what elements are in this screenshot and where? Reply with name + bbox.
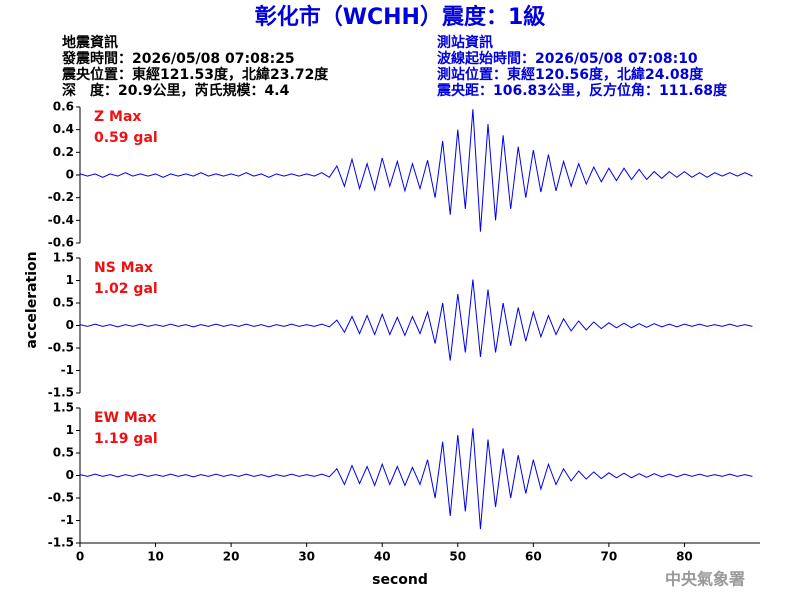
y-tick-label: 0 — [66, 468, 74, 482]
annotation: 0.59 gal — [94, 130, 158, 146]
annotation: 1.02 gal — [94, 281, 158, 297]
y-tick-label: -1.5 — [48, 536, 74, 550]
y-tick-label: 0 — [66, 318, 74, 332]
y-tick-label: 0.6 — [53, 100, 74, 114]
info-line: 深 度：20.9公里，芮氏規模：4.4 — [62, 82, 290, 99]
info-line: 測站位置：東經120.56度，北緯24.08度 — [437, 66, 704, 83]
x-tick-label: 80 — [676, 550, 693, 564]
y-tick-label: -1 — [61, 513, 74, 527]
y-tick-label: 0.4 — [53, 122, 74, 136]
y-tick-label: 1.5 — [53, 251, 74, 265]
y-axis-label: acceleration — [24, 251, 40, 348]
y-tick-label: 1.5 — [53, 401, 74, 415]
y-tick-label: 1 — [66, 423, 74, 437]
annotation: 1.19 gal — [94, 431, 158, 447]
info-line: 震央位置：東經121.53度，北緯23.72度 — [61, 66, 329, 83]
x-tick-label: 70 — [601, 550, 618, 564]
y-tick-label: -0.4 — [48, 213, 74, 227]
y-tick-label: -0.5 — [48, 341, 74, 355]
x-tick-label: 0 — [76, 550, 84, 564]
annotation: NS Max — [94, 260, 153, 276]
waveform — [79, 428, 753, 530]
info-line: 地震資訊 — [62, 34, 118, 51]
chart-title: 彰化市（WCHH）震度：1級 — [255, 4, 546, 30]
watermark: 中央氣象署 — [665, 570, 745, 589]
y-tick-label: -0.6 — [48, 236, 74, 250]
x-tick-label: 50 — [449, 550, 466, 564]
x-tick-label: 40 — [374, 550, 391, 564]
x-tick-label: 30 — [298, 550, 315, 564]
info-line: 測站資訊 — [437, 34, 493, 51]
info-line: 波線起始時間：2026/05/08 07:08:10 — [437, 50, 698, 67]
y-tick-label: -1 — [61, 363, 74, 377]
y-tick-label: -0.2 — [48, 190, 74, 204]
x-axis-label: second — [372, 572, 428, 588]
waveform — [79, 279, 753, 361]
y-tick-label: 0.5 — [53, 296, 74, 310]
y-tick-label: -1.5 — [48, 386, 74, 400]
x-tick-label: 60 — [525, 550, 542, 564]
x-tick-label: 20 — [223, 550, 240, 564]
y-tick-label: 0.5 — [53, 446, 74, 460]
y-tick-label: 0 — [66, 168, 74, 182]
info-line: 發震時間：2026/05/08 07:08:25 — [61, 50, 295, 67]
annotation: Z Max — [94, 109, 141, 125]
waveform — [79, 109, 753, 232]
info-line: 震央距：106.83公里，反方位角：111.68度 — [436, 82, 728, 99]
x-tick-label: 10 — [147, 550, 164, 564]
y-tick-label: -0.5 — [48, 491, 74, 505]
annotation: EW Max — [94, 410, 156, 426]
y-tick-label: 0.2 — [53, 145, 74, 159]
y-tick-label: 1 — [66, 273, 74, 287]
